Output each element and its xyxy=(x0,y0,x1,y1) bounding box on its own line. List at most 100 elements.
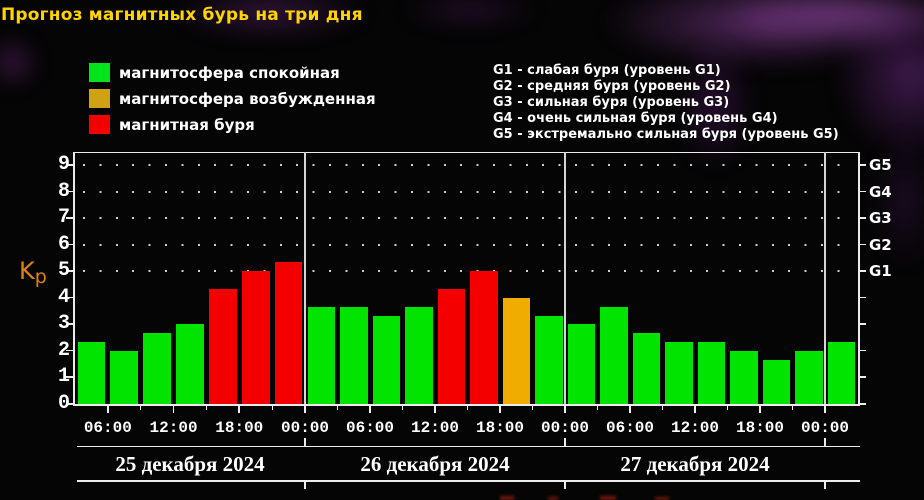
x-time-label: 12:00 xyxy=(410,419,459,437)
legend-item-quiet: магнитосфера спокойная xyxy=(89,63,376,82)
kp-bar xyxy=(795,350,823,404)
x-time-label: 06:00 xyxy=(345,419,394,437)
y-tick-label: 0 xyxy=(57,392,70,415)
y-tick-label: 1 xyxy=(57,365,70,389)
y-axis-tick xyxy=(66,376,73,379)
kp-axis-label-main: K xyxy=(19,257,35,285)
day-boundary-line xyxy=(564,152,566,404)
g-level-label: G4 xyxy=(869,182,892,201)
right-axis-tick xyxy=(860,164,866,166)
y-axis-tick xyxy=(66,164,73,166)
kp-bar xyxy=(502,297,530,404)
right-axis-tick xyxy=(860,217,866,219)
g-level-label: G5 xyxy=(869,156,892,174)
x-axis-major-tick xyxy=(107,406,109,413)
purple-glow xyxy=(835,0,924,160)
legend-item-label: магнитная буря xyxy=(119,115,255,134)
storm-scale-line: G1 - слабая буря (уровень G1) xyxy=(493,63,721,78)
date-label: 27 декабря 2024 xyxy=(620,452,770,476)
x-axis-line xyxy=(73,404,860,406)
date-label: 26 декабря 2024 xyxy=(360,452,510,476)
x-axis-major-tick xyxy=(304,406,306,413)
x-axis-minor-tick xyxy=(661,406,664,410)
excited-color-swatch xyxy=(89,89,110,108)
legend-item-label: магнитосфера возбужденная xyxy=(119,89,376,108)
storm-color-swatch xyxy=(89,115,110,134)
kp-bar xyxy=(143,333,172,404)
legend-item-label: магнитосфера спокойная xyxy=(119,63,340,82)
kp-axis-label: Kp xyxy=(19,257,47,288)
cutoff-text-remnant xyxy=(500,496,514,500)
legend-item-storm: магнитная буря xyxy=(89,115,376,134)
x-axis-minor-tick xyxy=(140,406,142,410)
kp-bar xyxy=(535,315,563,404)
x-time-label: 12:00 xyxy=(670,419,719,437)
legend: магнитосфера спокойная магнитосфера возб… xyxy=(89,63,376,134)
kp-bar xyxy=(241,271,270,404)
x-axis-minor-tick xyxy=(791,406,794,410)
date-band-top-line xyxy=(77,446,860,447)
day-boundary-line xyxy=(304,152,306,404)
cutoff-text-remnant xyxy=(548,497,558,500)
x-time-label: 18:00 xyxy=(735,419,784,437)
g-level-label: G2 xyxy=(869,235,892,254)
right-axis-tick xyxy=(860,376,866,379)
y-axis-tick xyxy=(66,270,73,272)
x-axis-major-tick xyxy=(759,406,761,413)
x-time-label: 06:00 xyxy=(83,419,132,437)
purple-glow xyxy=(400,0,540,30)
kp-axis-label-sub: p xyxy=(34,266,47,288)
grid-dotted-line xyxy=(83,190,854,193)
purple-glow xyxy=(600,0,924,70)
storm-scale-line: G5 - экстремально сильная буря (уровень … xyxy=(493,127,839,142)
x-axis-major-tick xyxy=(629,406,631,413)
y-axis-tick xyxy=(66,190,73,193)
x-time-label: 18:00 xyxy=(475,419,524,437)
kp-bar xyxy=(697,342,725,404)
x-axis-minor-tick xyxy=(336,406,339,410)
date-band-tick xyxy=(824,481,826,489)
y-tick-label: 2 xyxy=(57,338,70,362)
right-axis-tick xyxy=(860,296,866,299)
x-axis-minor-tick xyxy=(401,406,404,410)
storm-scale-line: G3 - сильная буря (уровень G3) xyxy=(493,95,730,110)
x-axis-minor-tick xyxy=(205,406,208,410)
page-title: Прогноз магнитных бурь на три дня xyxy=(1,5,363,25)
kp-bar xyxy=(340,306,368,404)
x-axis-major-tick xyxy=(824,406,826,413)
storm-scale-legend: G1 - слабая буря (уровень G1) G2 - средн… xyxy=(493,63,839,143)
y-axis-tick xyxy=(66,403,73,405)
right-axis-tick xyxy=(860,243,866,246)
x-time-label: 06:00 xyxy=(605,419,654,437)
date-band-bottom-line xyxy=(77,480,860,482)
y-axis-tick xyxy=(66,349,73,352)
grid-dotted-line xyxy=(83,270,854,273)
x-time-label: 00:00 xyxy=(540,419,589,437)
date-label: 25 декабря 2024 xyxy=(115,452,265,476)
kp-bar xyxy=(632,333,660,404)
x-time-label: 18:00 xyxy=(215,419,264,437)
kp-bar xyxy=(600,306,628,404)
x-time-label: 12:00 xyxy=(149,419,198,437)
kp-bar xyxy=(208,289,237,404)
grid-dotted-line xyxy=(83,217,854,220)
date-band-tick xyxy=(824,438,826,446)
grid-dotted-line xyxy=(83,243,854,246)
kp-bar xyxy=(665,342,693,404)
kp-bar xyxy=(405,306,433,404)
right-axis-tick xyxy=(860,349,866,352)
x-axis-major-tick xyxy=(238,406,241,413)
g-level-label: G3 xyxy=(869,209,892,228)
x-axis-major-tick xyxy=(499,406,501,413)
kp-bar xyxy=(77,342,106,404)
x-time-label: 00:00 xyxy=(800,419,849,437)
x-axis-major-tick xyxy=(172,406,175,413)
x-axis-major-tick xyxy=(694,406,696,413)
y-axis-line xyxy=(73,152,75,406)
x-axis-minor-tick xyxy=(271,406,273,410)
x-axis-minor-tick xyxy=(596,406,599,410)
y-tick-label: 5 xyxy=(57,259,70,283)
y-tick-label: 4 xyxy=(57,285,70,309)
storm-scale-line: G2 - средняя буря (уровень G2) xyxy=(493,79,731,94)
